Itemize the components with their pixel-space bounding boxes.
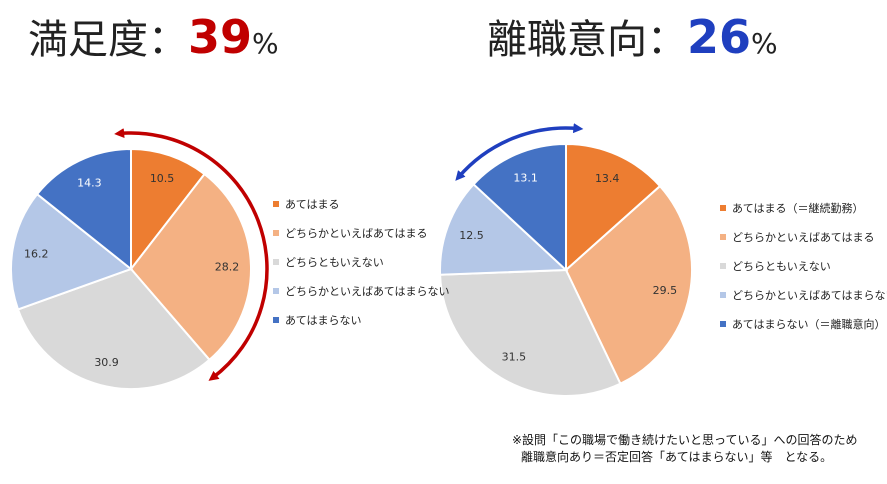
turnover-unit: %	[751, 27, 778, 60]
legend-swatch	[273, 201, 279, 207]
legend-item: どちらかといえばあてはまらない	[720, 290, 887, 319]
legend-label: どちらともいえない	[732, 260, 831, 273]
satisfaction-pie: 10.5 28.2 30.9 16.2 14.3	[10, 147, 252, 390]
footnote-line-2: 離職意向あり＝否定回答「あてはまらない」等 となる。	[521, 450, 833, 464]
turnover-intention-headline: 離職意向：26%	[487, 14, 778, 60]
legend-item: あてはまらない	[273, 315, 450, 344]
slice-data-label: 29.5	[653, 284, 678, 297]
legend-label: どちらかといえばあてはまる	[285, 227, 428, 240]
legend-swatch	[720, 321, 726, 327]
legend-item: どちらともいえない	[720, 261, 887, 290]
legend-swatch	[720, 234, 726, 240]
legend-item: あてはまる（＝継続勤務）	[720, 203, 887, 232]
legend-item: どちらともいえない	[273, 257, 450, 286]
legend-label: あてはまる（＝継続勤務）	[732, 202, 864, 215]
legend-item: あてはまる	[273, 199, 450, 228]
legend-label: どちらかといえばあてはまる	[732, 231, 875, 244]
slice-data-label: 31.5	[502, 350, 527, 363]
footnote-line-1: ※設問「この職場で働き続けたいと思っている」への回答のため	[512, 433, 858, 447]
turnover-value: 26	[687, 10, 752, 64]
legend-item: どちらかといえばあてはまらない	[273, 286, 450, 315]
legend-swatch	[720, 263, 726, 269]
legend-swatch	[273, 288, 279, 294]
slice-data-label: 13.4	[595, 172, 620, 185]
legend-label: どちらともいえない	[285, 256, 384, 269]
satisfaction-value: 39	[188, 10, 253, 64]
satisfaction-unit: %	[252, 27, 279, 60]
positive-range-arrow	[114, 128, 269, 381]
legend-label: どちらかといえばあてはまらない	[285, 285, 450, 298]
negative-range-arrow	[455, 123, 584, 181]
turnover-pie: 13.4 29.5 31.5 12.5 13.1	[439, 142, 693, 397]
satisfaction-label: 満足度：	[28, 17, 188, 63]
turnover-label: 離職意向：	[487, 17, 687, 63]
slice-data-label: 30.9	[94, 356, 119, 369]
legend-swatch	[273, 259, 279, 265]
turnover-legend: あてはまる（＝継続勤務） どちらかといえばあてはまる どちらともいえないどちらかとい…	[720, 203, 887, 348]
legend-swatch	[720, 205, 726, 211]
legend-swatch	[273, 230, 279, 236]
legend-item: どちらかといえばあてはまる	[720, 232, 887, 261]
legend-swatch	[720, 292, 726, 298]
legend-label: どちらかといえばあてはまらない	[732, 289, 887, 302]
pie-slice	[10, 192, 134, 311]
legend-label: あてはまる	[285, 198, 340, 211]
slice-data-label: 13.1	[513, 172, 538, 185]
footnote: ※設問「この職場で働き続けたいと思っている」への回答のため 離職意向あり＝否定回…	[512, 432, 857, 466]
slice-data-label: 10.5	[150, 172, 175, 185]
satisfaction-legend: あてはまるどちらかといえばあてはまる どちらともいえないどちらかといえばあてはまら…	[273, 199, 450, 344]
slice-data-label: 14.3	[77, 177, 102, 190]
slice-data-label: 12.5	[459, 229, 484, 242]
legend-item: どちらかといえばあてはまる	[273, 228, 450, 257]
satisfaction-headline: 満足度：39%	[28, 14, 279, 60]
slice-data-label: 28.2	[215, 260, 240, 273]
slice-data-label: 16.2	[24, 247, 49, 260]
legend-label: あてはまらない（＝離職意向）	[732, 318, 886, 331]
pie-slice	[439, 268, 622, 397]
pie-slice	[439, 182, 569, 276]
legend-label: あてはまらない	[285, 314, 362, 327]
legend-item: あてはまらない（＝離職意向）	[720, 319, 887, 348]
legend-swatch	[273, 317, 279, 323]
